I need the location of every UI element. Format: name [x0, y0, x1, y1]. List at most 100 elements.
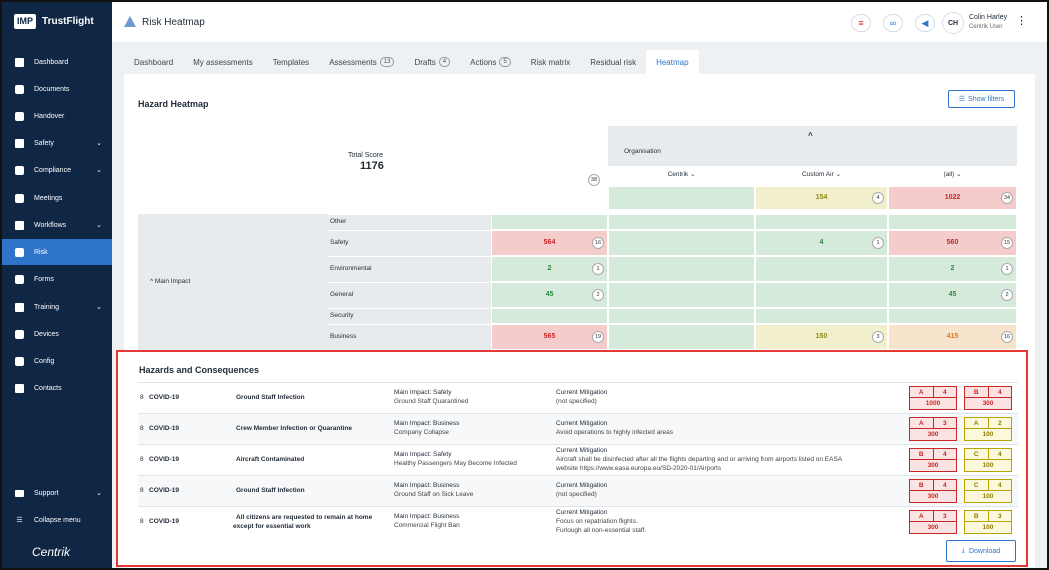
sidebar-item-devices[interactable]: Devices	[2, 321, 112, 347]
column-label: Custom Air	[801, 171, 834, 178]
heatmap-cell[interactable]	[888, 282, 1017, 308]
heatmap-cell[interactable]	[888, 230, 1017, 256]
heatmap-cell[interactable]	[608, 308, 755, 324]
tab-assessments[interactable]: Assessments 13	[319, 50, 404, 74]
hazard-row[interactable]: 8 COVID-19 Ground Staff Infection Main Impa…	[138, 382, 1018, 413]
heatmap-cell[interactable]	[755, 308, 888, 324]
sidebar-item-workflows[interactable]: Workflows ⌄	[2, 212, 112, 238]
sidebar-item-contacts[interactable]: Contacts	[2, 375, 112, 401]
sidebar-item-support[interactable]: Support ⌄	[2, 480, 112, 506]
show-filters-button[interactable]: ☰ Show filters	[948, 90, 1015, 108]
column-label: (all)	[943, 171, 955, 178]
user-name: Colin Harley	[969, 14, 1008, 21]
sidebar-item-meetings[interactable]: Meetings	[2, 185, 112, 211]
cell-count-badge: 34	[1001, 192, 1013, 204]
initial-risk-badge[interactable]: A 3 300	[909, 417, 957, 441]
tab-residual-risk[interactable]: Residual risk	[580, 50, 646, 74]
risk-score: 100	[982, 462, 994, 469]
heatmap-cell[interactable]	[755, 230, 888, 256]
column-total-cell[interactable]	[608, 186, 755, 210]
row-total-cell[interactable]	[491, 214, 608, 230]
sidebar-item-compliance[interactable]: Compliance ⌄	[2, 157, 112, 183]
org-label: Organisation	[624, 148, 661, 155]
heatmap-cell[interactable]	[608, 214, 755, 230]
initial-risk-badge[interactable]: A 4 1000	[909, 386, 957, 410]
risk-score: 100	[982, 431, 994, 438]
hazard-id: 8	[140, 425, 144, 432]
hazard-row[interactable]: 8 COVID-19 Crew Member Infection or Quaran…	[138, 413, 1018, 444]
sidebar-item-handover[interactable]: Handover	[2, 103, 112, 129]
heatmap-cell[interactable]	[608, 230, 755, 256]
risk-severity: 3	[942, 420, 947, 427]
residual-risk-badge[interactable]: B 3 100	[964, 510, 1012, 534]
row-total-cell[interactable]	[491, 324, 608, 350]
collapse-caret-icon[interactable]: ^	[808, 131, 813, 140]
initial-risk-badge[interactable]: B 4 300	[909, 479, 957, 503]
column-total-cell[interactable]	[888, 186, 1017, 210]
heatmap-cell[interactable]	[755, 214, 888, 230]
residual-risk-badge[interactable]: B 4 300	[964, 386, 1012, 410]
initial-risk-badge[interactable]: A 3 300	[909, 510, 957, 534]
column-header-2[interactable]: (all) ⌄	[888, 170, 1017, 178]
consequence: Commercial Flight Ban	[394, 522, 460, 529]
heatmap-cell[interactable]	[888, 256, 1017, 282]
column-header-0[interactable]: Centrik ⌄	[608, 170, 755, 178]
heatmap-cell[interactable]	[755, 282, 888, 308]
residual-risk-badge[interactable]: A 2 100	[964, 417, 1012, 441]
tab-templates[interactable]: Templates	[263, 50, 319, 74]
sidebar-item-label: Dashboard	[34, 58, 69, 66]
megaphone-icon[interactable]: ◀	[915, 14, 935, 32]
tab-heatmap[interactable]: Heatmap	[646, 50, 699, 74]
consequence: Healthy Passengers May Become Infected	[394, 460, 517, 467]
heatmap-cell[interactable]	[755, 324, 888, 350]
mitigation-label: Current Mitigation	[556, 482, 608, 489]
row-total-cell[interactable]	[491, 230, 608, 256]
sidebar-item-label: Compliance	[34, 166, 71, 174]
link-icon[interactable]: ∞	[883, 14, 903, 32]
heatmap-cell[interactable]	[888, 214, 1017, 230]
cell-score: 565	[543, 333, 556, 340]
column-header-1[interactable]: Custom Air ⌄	[755, 170, 888, 178]
hazard-row[interactable]: 8 COVID-19 All citizens are requested to r…	[138, 506, 1018, 537]
heatmap-cell[interactable]	[608, 324, 755, 350]
sidebar-item-dashboard[interactable]: Dashboard	[2, 49, 112, 75]
residual-risk-badge[interactable]: C 4 100	[964, 448, 1012, 472]
heatmap-cell[interactable]	[888, 324, 1017, 350]
tab-dashboard[interactable]: Dashboard	[124, 50, 183, 74]
hazard-row[interactable]: 8 COVID-19 Ground Staff Infection Main Impa…	[138, 475, 1018, 506]
row-label: Safety	[330, 239, 349, 246]
heatmap-cell[interactable]	[755, 256, 888, 282]
support-icon	[14, 488, 25, 499]
tab-bar: Dashboard My assessments Templates Assessme…	[124, 50, 699, 74]
cell-count-badge: 2	[1001, 289, 1013, 301]
report-icon[interactable]: ≡	[851, 14, 871, 32]
initial-risk-badge[interactable]: B 4 300	[909, 448, 957, 472]
mitigation-text: Aircraft shall be disinfected after all …	[556, 456, 843, 463]
row-total-cell[interactable]	[491, 308, 608, 324]
main-impact-toggle[interactable]: ^ Main Impact	[150, 278, 190, 285]
column-total-cell[interactable]	[755, 186, 888, 210]
main-impact: Main Impact: Business	[394, 420, 460, 427]
residual-risk-badge[interactable]: C 4 100	[964, 479, 1012, 503]
tab-actions[interactable]: Actions 5	[460, 50, 521, 74]
hazard-row[interactable]: 8 COVID-19 Aircraft Contaminated Main Impac…	[138, 444, 1018, 475]
heatmap-cell[interactable]	[608, 282, 755, 308]
sidebar-item-risk[interactable]: Risk	[2, 239, 112, 265]
sidebar-item-config[interactable]: Config	[2, 348, 112, 374]
row-total-cell[interactable]	[491, 256, 608, 282]
sidebar-item-forms[interactable]: Forms	[2, 266, 112, 292]
kebab-menu-icon[interactable]: ⋮	[1016, 15, 1027, 27]
tab-risk-matrix[interactable]: Risk matrix	[521, 50, 581, 74]
tab-drafts[interactable]: Drafts 4	[404, 50, 460, 74]
sidebar-item-documents[interactable]: Documents	[2, 76, 112, 102]
sidebar-item-training[interactable]: Training ⌄	[2, 294, 112, 320]
row-total-cell[interactable]	[491, 282, 608, 308]
tab-my-assessments[interactable]: My assessments	[183, 50, 263, 74]
heatmap-cell[interactable]	[608, 256, 755, 282]
sidebar-item-safety[interactable]: Safety ⌄	[2, 130, 112, 156]
download-button[interactable]: ⤓ Download	[946, 540, 1016, 562]
user-menu[interactable]: CH Colin Harley Centrik User ⋮	[942, 11, 1032, 35]
heatmap-cell[interactable]	[888, 308, 1017, 324]
collapse-menu-button[interactable]: ☰ Collapse menu	[2, 507, 112, 533]
